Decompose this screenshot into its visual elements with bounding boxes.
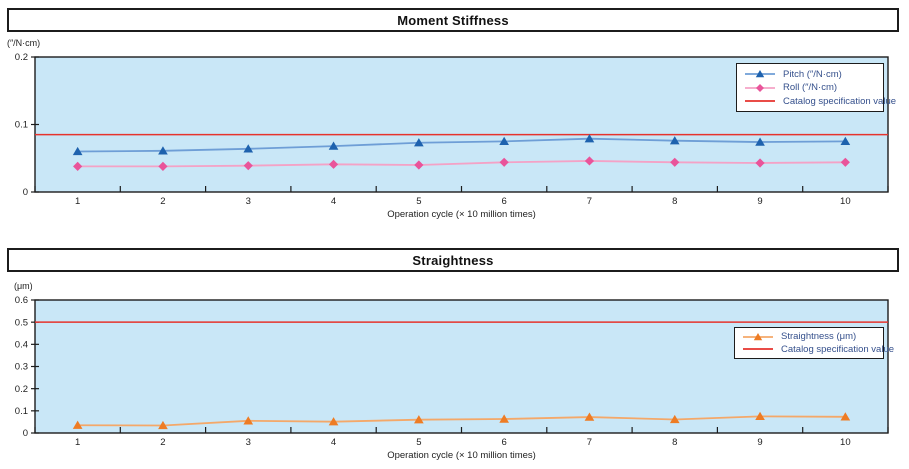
x-tick-label: 7 [587, 196, 592, 207]
x-tick-label: 1 [75, 437, 80, 448]
y-tick-label: 0.6 [15, 295, 28, 306]
x-axis-label: Operation cycle (× 10 million times) [387, 209, 536, 220]
legend-item: Roll (″/N·cm) [745, 82, 879, 93]
data-point-marker [72, 146, 83, 156]
moment-stiffness-plot: 0 0.1 0.2 1 2 3 4 5 6 7 8 9 10 Operation cycle (× 10 … [15, 52, 889, 220]
data-point-marker [414, 138, 424, 147]
data-point-marker [499, 157, 509, 167]
x-tick-label: 8 [672, 437, 677, 448]
data-point-marker [158, 420, 168, 430]
legend-item: Pitch (″/N·cm) [745, 69, 879, 80]
chart-title: Moment Stiffness [397, 12, 509, 28]
x-tick-label: 9 [757, 437, 762, 448]
y-tick-label: 0.2 [15, 384, 28, 395]
x-tick-label: 4 [331, 437, 336, 448]
x-tick-label: 7 [587, 437, 592, 448]
y-tick-label: 0.1 [15, 406, 28, 417]
x-tick-label: 3 [246, 437, 251, 448]
x-tick-label: 6 [502, 196, 507, 207]
x-tick-label: 2 [160, 196, 165, 207]
x-tick-label: 4 [331, 196, 336, 207]
legend-label: Catalog specification value [783, 95, 897, 107]
x-tick-label: 8 [672, 196, 677, 207]
y-tick-label: 0.5 [15, 317, 28, 328]
data-point-marker [840, 136, 851, 146]
x-tick-label: 1 [75, 196, 80, 207]
data-point-marker [840, 412, 851, 421]
x-tick-label: 10 [840, 437, 851, 448]
series-line [77, 137, 846, 153]
legend-label: Roll (″/N·cm) [783, 82, 838, 93]
y-tick-label: 0.2 [15, 52, 28, 63]
data-point-marker [328, 417, 339, 426]
x-tick-label: 9 [757, 196, 762, 207]
legend-label: Catalog specification value [781, 343, 895, 355]
legend-item: Catalog specification value [745, 96, 896, 107]
data-point-marker [158, 161, 168, 171]
data-point-marker [414, 160, 424, 170]
data-point-marker [669, 414, 680, 424]
moment-stiffness-chart: Moment Stiffness (″/N·cm) 0 0.1 0.2 1 2 3 4 5 6 7… [7, 8, 899, 220]
chart-title: Straightness [412, 252, 494, 268]
x-tick-label: 5 [416, 196, 421, 207]
x-tick-label: 10 [840, 196, 851, 207]
y-tick-label: 0 [23, 187, 28, 198]
legend-swatch-icon [745, 70, 775, 78]
data-point-marker [669, 136, 680, 145]
data-point-marker [414, 415, 424, 424]
data-point-marker [755, 411, 765, 421]
x-axis-label: Operation cycle (× 10 million times) [387, 450, 536, 461]
data-point-marker [840, 157, 850, 167]
data-point-marker [584, 412, 595, 421]
data-point-marker [499, 414, 509, 423]
data-point-marker [243, 144, 254, 153]
y-tick-label: 0.1 [15, 120, 28, 131]
legend-label: Straightness (μm) [781, 331, 857, 343]
straightness-chart: Straightness (μm) 0 0.1 0.2 0.3 0.4 0.5 0.6 1 2 3… [0, 240, 909, 469]
moment-stiffness-title-box: Moment Stiffness [7, 8, 899, 32]
data-point-marker [755, 137, 765, 146]
data-point-marker [158, 146, 168, 155]
data-point-marker [328, 159, 339, 169]
data-point-marker [755, 158, 765, 168]
y-axis-unit-label: (μm) [14, 281, 33, 291]
legend-swatch-icon [745, 83, 775, 92]
legend-item: Straightness (μm) [743, 331, 879, 342]
legend-swatch-icon [745, 100, 775, 102]
y-tick-label: 0.3 [15, 362, 28, 373]
data-point-marker [584, 156, 595, 166]
straightness-legend: Straightness (μm) Catalog specification v… [734, 327, 894, 359]
series-line [77, 415, 846, 427]
moment-stiffness-legend: Pitch (″/N·cm) Roll (″/N·cm) Catalog speci… [736, 63, 896, 112]
y-tick-label: 0.4 [15, 340, 28, 351]
legend-swatch-icon [743, 348, 773, 351]
legend-item: Catalog specification value [743, 344, 894, 355]
data-point-marker [243, 161, 253, 171]
data-point-marker [328, 141, 339, 150]
data-point-marker [499, 136, 509, 146]
data-point-marker [243, 416, 254, 425]
straightness-title-box: Straightness [7, 248, 899, 272]
data-point-marker [73, 161, 83, 171]
x-tick-label: 6 [502, 437, 507, 448]
data-point-marker [72, 420, 83, 429]
y-tick-label: 0 [23, 428, 28, 439]
x-tick-label: 2 [160, 437, 165, 448]
x-tick-label: 3 [246, 196, 251, 207]
series-line [77, 160, 846, 168]
legend-label: Pitch (″/N·cm) [783, 68, 842, 80]
data-point-marker [670, 157, 680, 167]
x-tick-label: 5 [416, 437, 421, 448]
straightness-plot: 0 0.1 0.2 0.3 0.4 0.5 0.6 1 2 3 4 5 6 7 8 9 10 Operation … [15, 295, 889, 461]
legend-swatch-icon [743, 332, 773, 341]
y-axis-unit-label: (″/N·cm) [7, 38, 41, 48]
data-point-marker [584, 134, 595, 143]
